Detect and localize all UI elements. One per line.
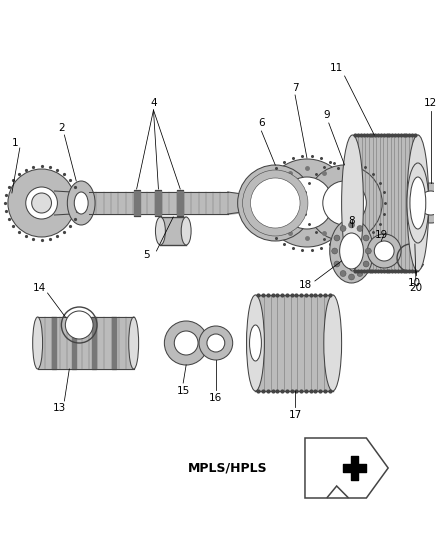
Ellipse shape: [8, 169, 75, 237]
Circle shape: [32, 193, 52, 213]
Text: 14: 14: [33, 283, 46, 293]
Text: 8: 8: [348, 216, 355, 226]
Text: MPLS/HPLS: MPLS/HPLS: [188, 462, 268, 474]
Circle shape: [254, 181, 297, 225]
Circle shape: [374, 241, 394, 261]
Circle shape: [332, 248, 338, 254]
Polygon shape: [160, 217, 186, 245]
Circle shape: [357, 225, 363, 231]
Text: 17: 17: [289, 410, 302, 420]
Text: 2: 2: [58, 123, 65, 133]
Circle shape: [199, 326, 233, 360]
Circle shape: [251, 178, 300, 228]
Circle shape: [281, 177, 333, 229]
Ellipse shape: [26, 187, 57, 219]
Text: 13: 13: [53, 403, 66, 413]
Text: 7: 7: [292, 83, 298, 93]
Polygon shape: [353, 135, 418, 271]
Ellipse shape: [407, 163, 429, 243]
Ellipse shape: [342, 135, 364, 271]
Ellipse shape: [74, 192, 88, 214]
Circle shape: [349, 222, 354, 228]
Ellipse shape: [410, 177, 426, 229]
Circle shape: [334, 261, 340, 267]
Circle shape: [419, 191, 438, 215]
Circle shape: [340, 271, 346, 277]
Circle shape: [263, 159, 350, 247]
Ellipse shape: [250, 325, 261, 361]
Circle shape: [323, 181, 366, 225]
Circle shape: [363, 261, 369, 267]
Text: 19: 19: [374, 230, 388, 240]
Circle shape: [174, 331, 198, 355]
Circle shape: [307, 165, 382, 241]
Circle shape: [164, 321, 208, 365]
Ellipse shape: [155, 217, 166, 245]
Circle shape: [340, 225, 346, 231]
Ellipse shape: [33, 317, 42, 369]
Text: 4: 4: [150, 98, 157, 108]
Text: 11: 11: [330, 63, 343, 73]
Ellipse shape: [339, 233, 364, 269]
Text: 1: 1: [11, 138, 18, 148]
Ellipse shape: [330, 219, 373, 283]
Circle shape: [357, 271, 363, 277]
Ellipse shape: [247, 295, 265, 391]
Circle shape: [243, 170, 308, 236]
Polygon shape: [255, 295, 333, 391]
Circle shape: [334, 235, 340, 241]
Text: 12: 12: [424, 98, 438, 108]
Text: 9: 9: [323, 110, 330, 120]
Circle shape: [367, 234, 401, 268]
Ellipse shape: [181, 217, 191, 245]
Ellipse shape: [67, 181, 95, 225]
Text: 10: 10: [407, 278, 420, 288]
Text: 20: 20: [410, 283, 422, 293]
Circle shape: [349, 274, 354, 280]
Circle shape: [365, 248, 371, 254]
Ellipse shape: [324, 295, 342, 391]
Circle shape: [65, 311, 93, 339]
Text: 6: 6: [258, 118, 265, 128]
Text: 16: 16: [209, 393, 223, 403]
Circle shape: [363, 235, 369, 241]
Circle shape: [238, 165, 313, 241]
Ellipse shape: [407, 135, 429, 271]
Text: 5: 5: [143, 250, 150, 260]
Text: 18: 18: [298, 280, 311, 290]
Ellipse shape: [247, 315, 265, 371]
Circle shape: [411, 183, 438, 223]
Ellipse shape: [129, 317, 138, 369]
Circle shape: [207, 334, 225, 352]
Text: 15: 15: [177, 386, 190, 396]
